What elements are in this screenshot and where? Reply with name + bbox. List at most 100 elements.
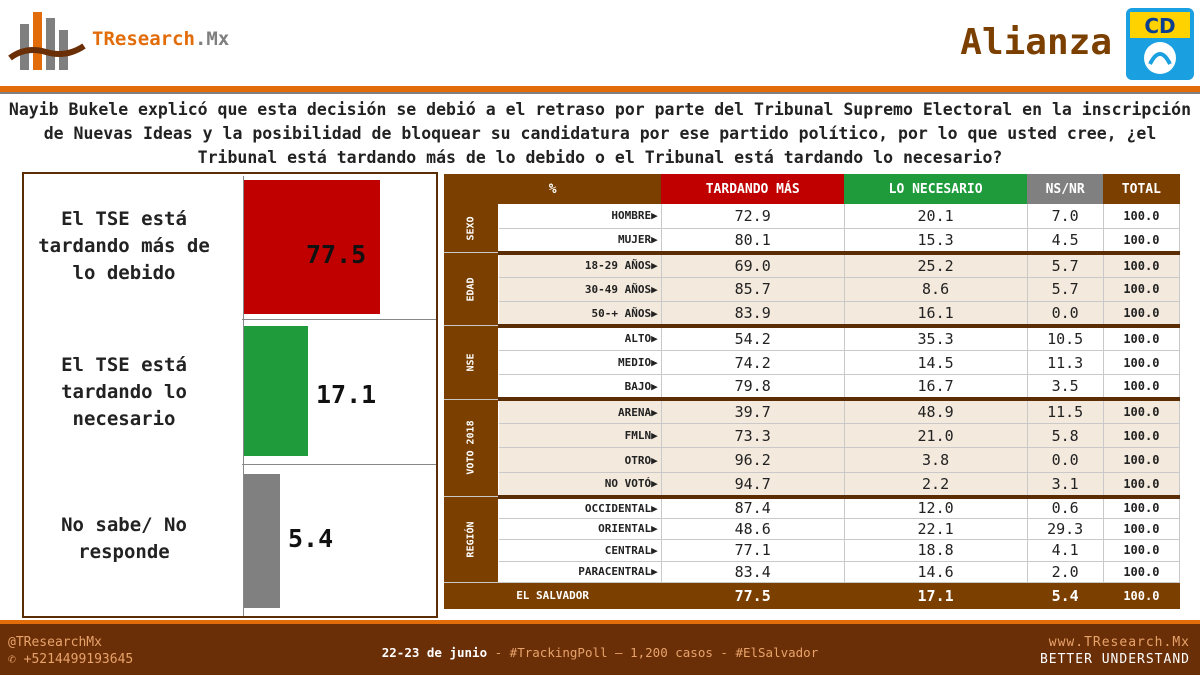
table-cell: 100.0	[1103, 301, 1181, 327]
footer-poll-info: 22-23 de junio - #TrackingPoll – 1,200 c…	[0, 645, 1200, 660]
table-header-row: % TARDANDO MÁS LO NECESARIO NS/NR TOTAL	[444, 174, 1180, 204]
table-row: ORIENTAL▶ 48.6 22.1 29.3 100.0	[444, 518, 1181, 541]
poll-date: 22-23 de junio	[381, 645, 488, 660]
chart-divider	[242, 464, 436, 465]
total-cell: 77.5	[661, 582, 845, 609]
row-label: MEDIO▶	[498, 350, 662, 376]
bar-label: El TSE está tardando lo necesario	[61, 354, 187, 430]
total-cell: 17.1	[844, 582, 1028, 609]
table-cell: 72.9	[661, 204, 845, 229]
poll-details: - #TrackingPoll – 1,200 casos - #ElSalva…	[487, 645, 819, 660]
table-cell: 100.0	[1103, 423, 1181, 449]
bar-value: 5.4	[288, 524, 334, 553]
tresearch-logo-icon	[8, 12, 86, 70]
table-cell: 80.1	[661, 228, 845, 254]
party-logo-icon: CD	[1126, 8, 1194, 80]
table-cell: 74.2	[661, 350, 845, 376]
table-cell: 73.3	[661, 423, 845, 449]
phone-number: ✆ +5214499193645	[8, 652, 134, 667]
table-row: 50-+ AÑOS▶ 83.9 16.1 0.0 100.0	[444, 301, 1181, 327]
table-cell: 83.9	[661, 301, 845, 327]
group-label: SEXO	[444, 204, 500, 254]
table-row: NO VOTÓ▶ 94.7 2.2 3.1 100.0	[444, 472, 1181, 498]
table-cell: 4.1	[1027, 539, 1104, 562]
header: TResearch.Mx Alianza CD	[0, 0, 1200, 86]
website-url: www.TResearch.Mx	[1048, 635, 1190, 650]
row-label: HOMBRE▶	[498, 204, 662, 229]
table-cell: 35.3	[844, 323, 1028, 351]
group-label: NSE	[444, 325, 500, 400]
table-cell: 100.0	[1103, 539, 1181, 562]
table-header-cell: TARDANDO MÁS	[661, 174, 845, 204]
table-cell: 94.7	[661, 472, 845, 498]
table-cell: 100.0	[1103, 561, 1181, 584]
table-cell: 18.8	[844, 539, 1028, 562]
table-cell: 39.7	[661, 397, 845, 425]
table-row: EDAD 18-29 AÑOS▶ 69.0 25.2 5.7 100.0	[444, 250, 1181, 327]
table-row: OTRO▶ 96.2 3.8 0.0 100.0	[444, 447, 1181, 473]
row-label: 50-+ AÑOS▶	[498, 301, 662, 327]
table-cell: 10.5	[1027, 323, 1104, 351]
total-row-label: EL SALVADOR	[444, 582, 662, 609]
table-row: NSE ALTO▶ 54.2 35.3 10.5 100.0	[444, 323, 1181, 400]
table-cell: 3.8	[844, 447, 1028, 473]
table-cell: 5.7	[1027, 277, 1104, 303]
table-row: CENTRAL▶ 77.1 18.8 4.1 100.0	[444, 539, 1181, 562]
table-row: 30-49 AÑOS▶ 85.7 8.6 5.7 100.0	[444, 277, 1181, 303]
table-cell: 3.1	[1027, 472, 1104, 498]
group-label: VOTO 2018	[444, 399, 500, 498]
table-cell: 100.0	[1103, 472, 1181, 498]
bar-tardando-mas	[244, 180, 380, 314]
table-cell: 22.1	[844, 518, 1028, 541]
header-rule	[0, 86, 1200, 92]
table-cell: 100.0	[1103, 228, 1181, 254]
table-cell: 100.0	[1103, 250, 1181, 278]
table-cell: 85.7	[661, 277, 845, 303]
total-cell: 100.0	[1103, 582, 1180, 609]
survey-question: Nayib Bukele explicó que esta decisión s…	[8, 100, 1192, 167]
table-row: MEDIO▶ 74.2 14.5 11.3 100.0	[444, 350, 1181, 376]
table-row: SEXO HOMBRE▶ 72.9 20.1 7.0 100.0	[444, 204, 1181, 254]
whatsapp-icon: ✆	[8, 652, 24, 667]
party-logo-text: CD	[1144, 14, 1175, 38]
table-cell: 69.0	[661, 250, 845, 278]
row-label: MUJER▶	[498, 228, 662, 254]
table-row: REGIÓN OCCIDENTAL▶ 87.4 12.0 0.6 100.0	[444, 494, 1181, 584]
bar-label: El TSE está tardando más de lo debido	[38, 208, 210, 284]
table-cell: 7.0	[1027, 204, 1104, 229]
table-cell: 12.0	[844, 494, 1028, 519]
table-cell: 0.0	[1027, 301, 1104, 327]
table-cell: 100.0	[1103, 518, 1181, 541]
chart-axis	[243, 176, 244, 616]
table-row: BAJO▶ 79.8 16.7 3.5 100.0	[444, 374, 1181, 400]
table-cell: 15.3	[844, 228, 1028, 254]
table-cell: 4.5	[1027, 228, 1104, 254]
table-row: MUJER▶ 80.1 15.3 4.5 100.0	[444, 228, 1181, 254]
table-header-cell: LO NECESARIO	[844, 174, 1028, 204]
row-label: ALTO▶	[498, 323, 662, 351]
row-label: PARACENTRAL▶	[498, 561, 662, 584]
table-cell: 2.0	[1027, 561, 1104, 584]
table-header-cell: TOTAL	[1103, 174, 1180, 204]
table-cell: 11.5	[1027, 397, 1104, 425]
bar-label: No sabe/ No responde	[61, 514, 187, 563]
table-cell: 100.0	[1103, 323, 1181, 351]
row-label: BAJO▶	[498, 374, 662, 400]
total-row: EL SALVADOR 77.5 17.1 5.4 100.0	[444, 582, 1180, 609]
table-cell: 16.7	[844, 374, 1028, 400]
crosstab: % TARDANDO MÁS LO NECESARIO NS/NR TOTAL SEXO…	[444, 174, 1181, 609]
crosstab-table: % TARDANDO MÁS LO NECESARIO NS/NR TOTAL SEXO…	[444, 174, 1181, 618]
table-cell: 100.0	[1103, 204, 1181, 229]
table-cell: 0.6	[1027, 494, 1104, 519]
footer-website: www.TResearch.Mx BETTER UNDERSTAND	[1040, 634, 1190, 668]
table-cell: 100.0	[1103, 350, 1181, 376]
table-cell: 16.1	[844, 301, 1028, 327]
footer	[0, 620, 1200, 675]
table-cell: 77.1	[661, 539, 845, 562]
table-cell: 29.3	[1027, 518, 1104, 541]
footer-contact: @TResearchMx ✆ +5214499193645	[8, 634, 133, 668]
table-cell: 100.0	[1103, 494, 1181, 519]
party-title: Alianza	[960, 22, 1112, 63]
tagline: BETTER UNDERSTAND	[1039, 652, 1190, 667]
table-cell: 87.4	[661, 494, 845, 519]
